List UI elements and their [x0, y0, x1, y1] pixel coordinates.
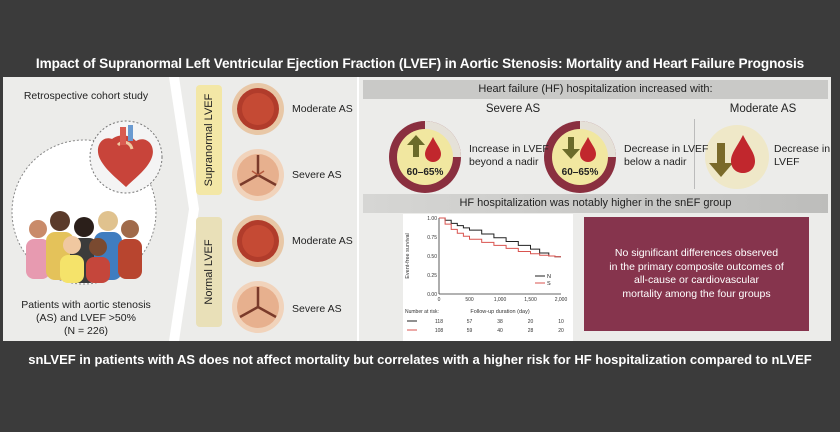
- heart-icon: [97, 125, 153, 187]
- km-chart: Event-free survival Follow-up duration (d…: [403, 214, 573, 341]
- km-y-label: Event-free survival: [405, 233, 411, 279]
- blood-drop-icon: [731, 135, 755, 173]
- km-risk-s-value: 40: [497, 328, 503, 334]
- hf-heading: Heart failure (HF) hospitalization incre…: [478, 83, 713, 95]
- km-risk-n-value: 10: [558, 319, 564, 325]
- blood-drop-icon: [580, 137, 596, 162]
- severe-as-heading: Severe AS: [485, 103, 541, 115]
- km-risk-s-value: 59: [467, 328, 473, 334]
- column-divider: [357, 77, 359, 341]
- badge1-range: 60–65%: [406, 167, 444, 178]
- conclusion-line-4: mortality among the four groups: [622, 287, 771, 300]
- km-y-tick: 0.25: [427, 273, 437, 279]
- km-chart-background: [403, 214, 573, 341]
- km-y-tick: 0.00: [427, 292, 437, 298]
- km-risk-s-value: 28: [528, 328, 534, 334]
- km-y-tick: 0.50: [427, 254, 437, 260]
- km-ticks: 1.00 0.75 0.50 0.25 0.000 500 1,000 1,500 2,000: [427, 216, 567, 303]
- blood-drop-icon: [425, 137, 441, 162]
- km-risk-n-value: 118: [435, 319, 443, 325]
- badge1-text-line1: Increase in LVEF: [469, 143, 549, 155]
- valve-label-4: Severe AS: [292, 303, 342, 315]
- moderate-valve-icon: [232, 83, 284, 135]
- km-line-n: [439, 217, 561, 258]
- population-line-1: Patients with aortic stenosis: [21, 299, 151, 311]
- badge3-text-line1: Decrease in: [774, 143, 831, 155]
- km-risk-s-value: 108: [435, 328, 444, 334]
- km-risk-s-value: 20: [558, 328, 564, 334]
- km-x-tick: 2,000: [555, 297, 568, 303]
- km-risk-n-value: 20: [528, 319, 534, 325]
- km-risk-n-value: 57: [467, 319, 473, 325]
- hf-heading-band: Heart failure (HF) hospitalization incre…: [363, 80, 828, 99]
- moderate-valve-icon: [232, 215, 284, 267]
- badge2-range: 60–65%: [561, 167, 599, 178]
- arrow-up-icon: [407, 135, 425, 157]
- content-panel: Retrospective cohort study Patients with…: [3, 77, 831, 341]
- page-title: Impact of Supranormal Left Ventricular E…: [35, 56, 805, 71]
- conclusion-box: No significant differences observed in t…: [584, 217, 809, 331]
- valve-label-2: Severe AS: [292, 169, 342, 181]
- normal-lvef-label: Normal LVEF: [196, 217, 222, 327]
- people-group-icon: [26, 211, 142, 283]
- km-x-tick: 1,000: [494, 297, 507, 303]
- km-risk-n-value: 38: [497, 319, 503, 325]
- severe-valve-icon: [232, 281, 284, 333]
- supranormal-lvef-label: Supranormal LVEF: [196, 85, 222, 195]
- badge1-text-line2: beyond a nadir: [469, 156, 539, 168]
- footer-conclusion: snLVEF in patients with AS does not affe…: [28, 352, 812, 367]
- km-axes: Event-free survival Follow-up duration (d…: [405, 218, 561, 315]
- patients-illustration: [11, 120, 163, 285]
- km-y-tick: 1.00: [427, 216, 437, 222]
- valve-illustrations: [232, 83, 284, 333]
- conclusion-line-3: all-cause or cardiovascular: [634, 274, 759, 286]
- km-number-at-risk-label: Number at risk:: [405, 309, 439, 315]
- hf-badges: [389, 121, 769, 193]
- km-legend-label-s: S: [547, 281, 551, 287]
- badge-separator: [694, 119, 695, 189]
- km-x-tick: 1,500: [524, 297, 537, 303]
- moderate-as-heading: Moderate AS: [729, 103, 797, 115]
- km-line-s: [439, 217, 561, 258]
- valve-label-1: Moderate AS: [292, 103, 353, 115]
- km-legend: NS: [535, 274, 551, 287]
- arrow-down-icon: [709, 143, 733, 177]
- km-x-label: Follow-up duration (day): [470, 309, 529, 315]
- km-heading-band: HF hospitalization was notably higher in…: [363, 194, 828, 213]
- lvef-increase-badge: [389, 121, 461, 193]
- km-lines: [439, 217, 561, 258]
- km-risk-table: Number at risk: 118 57 38 20 10 108 59 40 28 20: [405, 309, 564, 334]
- badge2-text-line2: below a nadir: [624, 156, 687, 168]
- chevron-arrow-icon: [169, 77, 199, 341]
- conclusion-line-1: No significant differences observed: [614, 247, 779, 259]
- population-line-2: (AS) and LVEF >50%: [36, 312, 136, 324]
- severe-valve-icon: [232, 149, 284, 201]
- km-x-tick: 500: [465, 297, 474, 303]
- arrow-down-icon: [562, 137, 580, 159]
- valve-label-3: Moderate AS: [292, 235, 353, 247]
- population-line-3: (N = 226): [63, 325, 109, 337]
- km-heading: HF hospitalization was notably higher in…: [459, 197, 732, 209]
- badge3-text-line2: LVEF: [774, 156, 800, 168]
- km-legend-label-n: N: [547, 274, 551, 280]
- km-y-tick: 0.75: [427, 235, 437, 241]
- lvef-decrease-badge: [544, 121, 616, 193]
- km-x-tick: 0: [438, 297, 441, 303]
- conclusion-line-2: in the primary composite outcomes of: [609, 260, 784, 273]
- study-type-label: Retrospective cohort study: [23, 90, 149, 102]
- badge2-text-line1: Decrease in LVEF: [624, 143, 709, 155]
